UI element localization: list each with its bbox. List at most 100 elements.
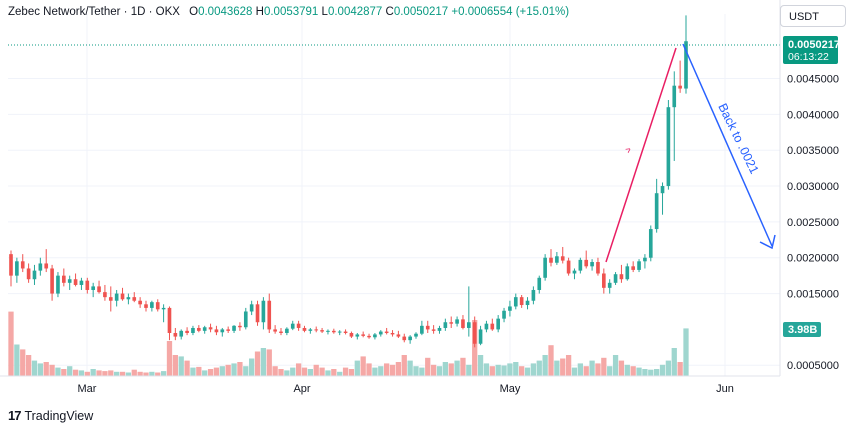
candle-body (208, 327, 213, 330)
volume-bar (671, 348, 677, 376)
price-tick-label: 0.0015000 (787, 289, 839, 301)
volume-bar (155, 372, 161, 376)
volume-bar (612, 355, 619, 376)
volume-bar (642, 369, 648, 376)
volume-bar (108, 370, 114, 376)
volume-bar (202, 370, 208, 376)
candle-body (302, 327, 307, 331)
candle-body (643, 257, 647, 262)
candle-body (108, 297, 113, 301)
candle-body (502, 310, 506, 319)
candle-body (607, 282, 612, 288)
volume-bar (49, 364, 55, 376)
candle-body (367, 335, 371, 338)
volume-bar (31, 360, 38, 376)
candle-body (484, 323, 489, 330)
candle-body (684, 41, 688, 89)
candle-body (590, 262, 594, 267)
volume-bar (131, 369, 137, 376)
price-tick-label: 0.0020000 (787, 253, 839, 265)
symbol-label[interactable]: Zebec Network/Tether · 1D · OKX (8, 6, 180, 18)
open-value: 0.0043628 (198, 6, 253, 18)
candle-body (396, 334, 401, 337)
candle-body (126, 297, 131, 300)
candle-body (138, 300, 142, 305)
candle-body (637, 261, 641, 270)
legend-header: Zebec Network/Tether · 1D · OKX O0.00436… (8, 6, 569, 18)
volume-bar (630, 366, 636, 376)
close-label: C (385, 6, 394, 18)
time-axis[interactable]: Mar Apr May Jun (0, 375, 780, 395)
candle-body (519, 297, 524, 306)
volume-bar (25, 355, 32, 376)
volume-bar (425, 357, 431, 376)
candle-body (15, 261, 19, 276)
candle-body (97, 286, 101, 293)
candle-body (320, 330, 324, 332)
candle-body (425, 325, 430, 330)
projection-annotation: Back to .0021 (715, 101, 761, 176)
volume-bar (213, 367, 220, 376)
volume-bar (413, 366, 419, 376)
volume-bar (20, 349, 26, 376)
candle-body (249, 304, 254, 312)
open-label: O (189, 6, 199, 18)
volume-bar (278, 369, 284, 376)
candle-body (273, 329, 277, 332)
volume-bar (595, 363, 601, 376)
volume-bar (366, 363, 372, 376)
tradingview-logo-icon: 17 (8, 408, 22, 423)
candle-body (437, 327, 442, 331)
volume-bar (61, 369, 67, 376)
volume-bar (460, 357, 466, 376)
low-value: 0.0042877 (327, 6, 383, 18)
volume-bar (96, 370, 102, 376)
volume-bar (178, 356, 184, 376)
candle-body (103, 292, 107, 298)
candle-body (150, 302, 154, 308)
candle-body (596, 262, 600, 274)
candle-body (255, 304, 260, 323)
candle-body (584, 259, 589, 267)
candle-body (613, 274, 618, 283)
candle-body (513, 297, 518, 307)
candle-body (185, 330, 189, 333)
candle-body (243, 311, 248, 328)
candle-body (179, 330, 184, 337)
volume-bar (548, 345, 554, 376)
volume-bar (384, 363, 390, 376)
candle-body (537, 277, 542, 290)
candle-body (9, 254, 13, 276)
volume-bar (43, 362, 49, 376)
volume-bar (137, 371, 143, 376)
volume-bar (260, 348, 267, 376)
candle-body (384, 331, 389, 333)
volume-bar (454, 360, 460, 376)
volume-bar (401, 355, 407, 376)
volume-bars (8, 311, 689, 376)
price-chart[interactable]: ^ Back to .0021 0.0045000 0.0040000 0.0035… (0, 0, 860, 400)
chart-grid (8, 14, 780, 376)
volume-bar (67, 366, 73, 376)
candle-body (279, 331, 283, 333)
candle-body (326, 330, 330, 332)
candle-body (549, 257, 553, 263)
candle-body (678, 85, 682, 89)
candle-body (261, 300, 266, 323)
volume-bar (536, 360, 542, 376)
volume-bar (125, 372, 132, 376)
volume-bar (472, 320, 478, 376)
close-value: 0.0050217 (393, 6, 449, 18)
volume-bar (436, 366, 443, 376)
candle-body (296, 323, 301, 328)
volume-bar (677, 362, 683, 376)
volume-bar (8, 311, 14, 376)
candle-body (378, 331, 383, 335)
volume-bar (501, 365, 507, 376)
currency-button[interactable]: USDT (780, 5, 846, 27)
candle-body (20, 261, 25, 269)
tradingview-logo[interactable]: 17 TradingView (8, 408, 93, 423)
change-value: +0.0006554 (+15.01%) (451, 6, 570, 18)
candle-body (654, 193, 659, 230)
price-axis[interactable]: 0.0045000 0.0040000 0.0035000 0.0030000 0.00… (779, 0, 839, 376)
